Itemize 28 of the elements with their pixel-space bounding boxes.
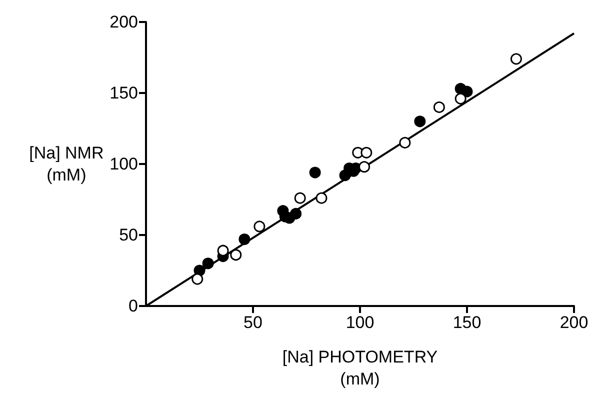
x-tick-label: 200 bbox=[560, 313, 588, 332]
point bbox=[414, 116, 426, 128]
y-axis-title: [Na] NMR (mM) bbox=[29, 144, 104, 184]
point bbox=[309, 166, 321, 178]
point bbox=[192, 273, 204, 285]
x-tick-label: 50 bbox=[244, 313, 262, 332]
point bbox=[230, 249, 242, 261]
point bbox=[399, 136, 411, 148]
point bbox=[254, 220, 266, 232]
point bbox=[316, 192, 328, 204]
x-tick-label: 150 bbox=[452, 313, 482, 332]
point bbox=[360, 146, 372, 158]
point bbox=[358, 161, 370, 173]
point bbox=[433, 101, 445, 113]
y-tick-label: 0 bbox=[128, 296, 138, 316]
y-tick-label: 50 bbox=[119, 226, 138, 244]
x-tick-label: 100 bbox=[346, 313, 374, 332]
point bbox=[217, 244, 229, 256]
point bbox=[238, 234, 250, 246]
y-tick-label: 150 bbox=[110, 84, 138, 102]
point bbox=[202, 258, 214, 270]
point bbox=[294, 192, 306, 204]
point bbox=[454, 92, 466, 104]
x-axis-title: [Na] PHOTOMETRY (mM) bbox=[282, 348, 438, 388]
y-tick-label: 100 bbox=[110, 154, 138, 174]
y-tick-label: 200 bbox=[110, 12, 138, 32]
point bbox=[290, 208, 302, 220]
point bbox=[510, 53, 522, 65]
